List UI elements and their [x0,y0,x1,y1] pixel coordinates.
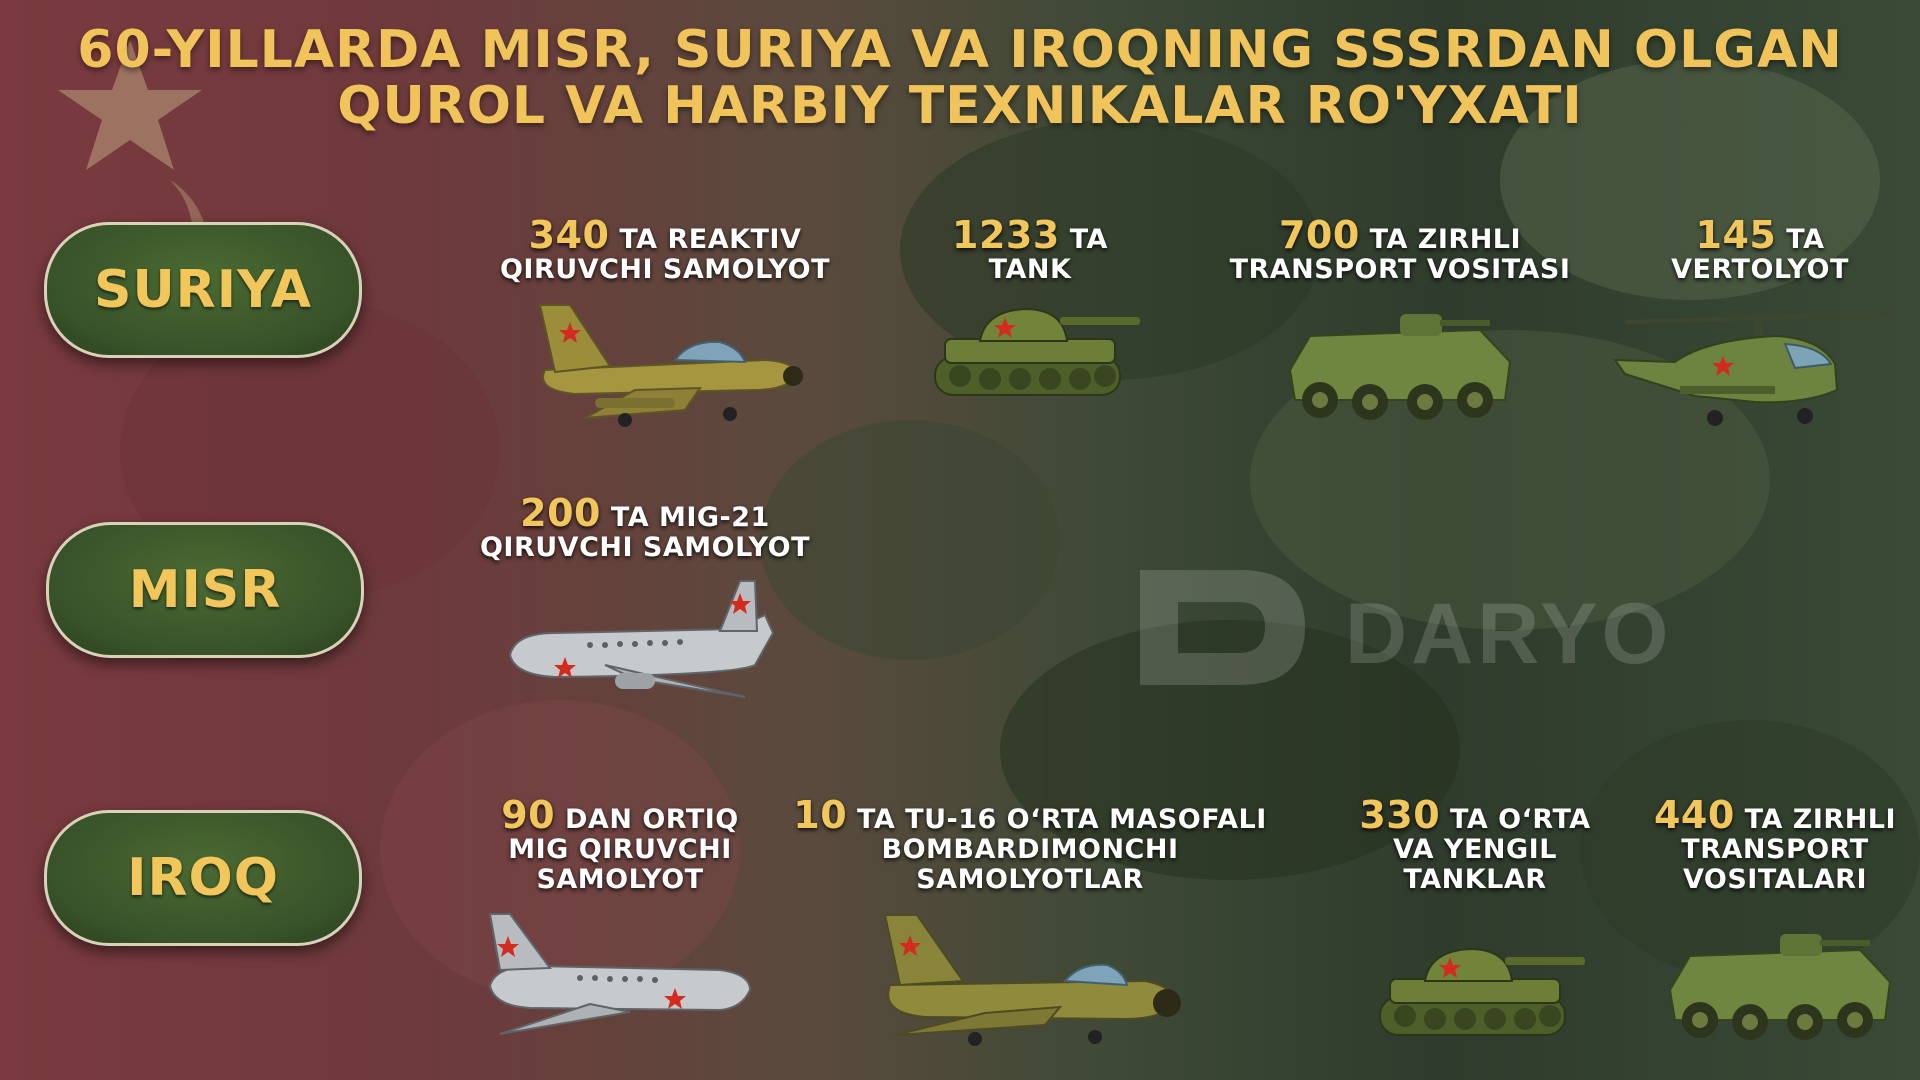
stat-text: BOMBARDIMONCHI [881,834,1179,865]
armored-vehicle-icon [1668,934,1892,1040]
stat-text: TA MIG-21 [600,502,770,533]
stat-text: TA O‘RTA [1440,804,1591,835]
stat-text: TRANSPORT [1681,834,1869,865]
stat-text: TANK [988,254,1072,285]
title-line-2: QUROL VA HARBIY TEXNIKALAR RO'YXATI [337,76,1583,136]
stat-number: 90 [501,793,556,837]
jet-fighter-icon [538,304,803,427]
stat-text: QIRUVCHI SAMOLYOT [479,532,811,563]
suriya-tank-label: 1233 TA TANK [900,216,1160,285]
stat-number: 330 [1359,793,1441,837]
stat-text: TA [1776,224,1825,255]
watermark-text: DARYO [1345,586,1673,682]
jet-fighter-icon [883,914,1181,1046]
misr-jet-label: 200 TA MIG-21 QIRUVCHI SAMOLYOT [455,494,835,563]
stat-number: 340 [528,213,610,257]
iroq-bomber-label: 10 TA TU-16 O‘RTA MASOFALI BOMBARDIMONCH… [780,796,1280,895]
stat-number: 145 [1695,213,1777,257]
stat-text: TA TU-16 O‘RTA MASOFALI [847,804,1267,835]
stat-text: MIG QIRUVCHI [508,834,732,865]
tank-icon [934,307,1140,396]
stat-text: TA ZIRHLI [1359,224,1522,255]
stat-text: SAMOLYOTLAR [916,864,1144,895]
airliner-icon [508,580,775,698]
daryo-logo-icon [1140,570,1305,685]
airliner-icon [488,913,752,1035]
page-title: 60-YILLARDA MISR, SURIYA VA IROQNING SSS… [0,22,1920,134]
stat-number: 200 [520,491,601,535]
country-label-suriya: SURIYA [44,222,362,358]
stat-text: SAMOLYOT [536,864,704,895]
helicopter-icon [1613,312,1896,426]
stat-text: TA REAKTIV [609,224,802,255]
stat-number: 10 [793,793,848,837]
tank-icon [1379,947,1585,1036]
stat-text: VOSITALARI [1682,864,1868,895]
stat-text: DAN ORTIQ [555,804,739,835]
stat-number: 700 [1278,213,1360,257]
stat-text: TANKLAR [1403,864,1547,895]
country-label-iroq: IROQ [44,810,362,946]
title-line-1: 60-YILLARDA MISR, SURIYA VA IROQNING SSS… [77,20,1843,80]
iroq-mig-label: 90 DAN ORTIQ MIG QIRUVCHI SAMOLYOT [470,796,770,895]
stat-text: TRANSPORT VOSITASI [1229,254,1571,285]
stat-text: QIRUVCHI SAMOLYOT [499,254,831,285]
iroq-tank-label: 330 TA O‘RTA VA YENGIL TANKLAR [1340,796,1610,895]
stat-text: TA ZIRHLI [1734,804,1897,835]
armored-vehicle-icon [1288,314,1512,420]
stat-text: TA [1059,224,1108,255]
country-label-misr: MISR [46,522,364,658]
iroq-apc-label: 440 TA ZIRHLI TRANSPORT VOSITALARI [1640,796,1910,895]
stat-number: 1233 [952,213,1060,257]
stat-number: 440 [1653,793,1735,837]
suriya-helicopter-label: 145 TA VERTOLYOT [1620,216,1900,285]
stat-text: VERTOLYOT [1671,254,1849,285]
suriya-apc-label: 700 TA ZIRHLI TRANSPORT VOSITASI [1200,216,1600,285]
suriya-jet-label: 340 TA REAKTIV QIRUVCHI SAMOLYOT [470,216,860,285]
stat-text: VA YENGIL [1393,834,1557,865]
